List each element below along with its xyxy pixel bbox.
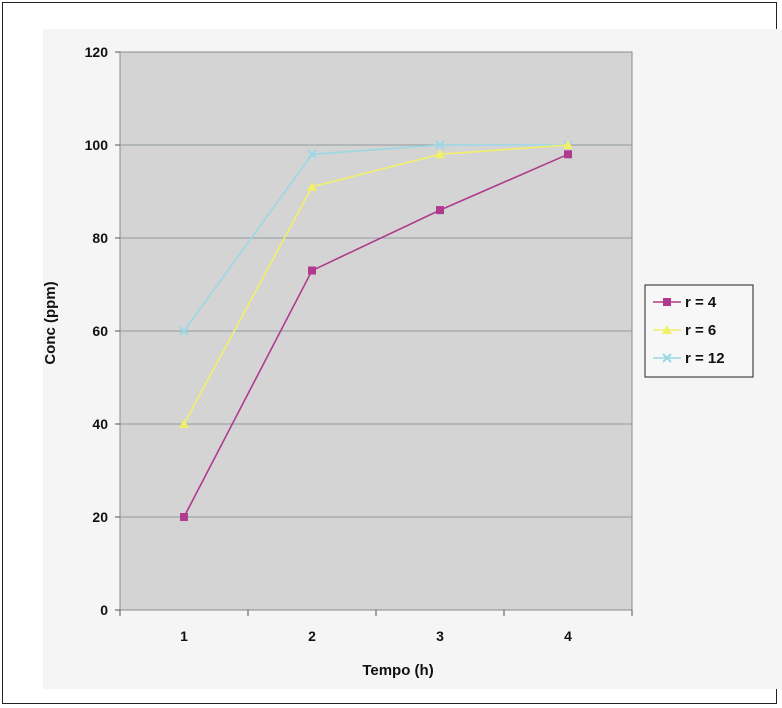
x-tick-label: 3 — [436, 628, 444, 644]
x-axis-title: Tempo (h) — [362, 662, 433, 679]
y-tick-label: 0 — [100, 602, 108, 618]
x-tick-label: 1 — [180, 628, 188, 644]
data-point — [436, 206, 444, 215]
y-axis-title: Conc (ppm) — [42, 281, 59, 364]
legend-marker — [662, 353, 672, 363]
legend-marker — [663, 298, 671, 306]
data-point — [435, 140, 445, 150]
data-point — [564, 150, 572, 159]
x-tick-label: 4 — [564, 628, 572, 644]
data-point — [308, 266, 316, 275]
legend-label: r = 6 — [685, 322, 716, 339]
legend-label: r = 12 — [685, 350, 725, 367]
data-point — [307, 149, 317, 160]
data-point — [179, 419, 189, 428]
data-point — [179, 326, 189, 336]
series-line — [183, 144, 569, 425]
data-point — [435, 149, 445, 159]
legend-marker — [662, 325, 672, 334]
y-tick-label: 60 — [92, 323, 108, 339]
legend-label: r = 4 — [685, 294, 717, 311]
y-tick-label: 100 — [85, 137, 109, 153]
y-tick-label: 80 — [92, 230, 108, 246]
y-tick-label: 120 — [85, 44, 109, 60]
series-line — [183, 153, 569, 518]
y-tick-label: 40 — [92, 416, 108, 432]
data-point — [563, 140, 573, 149]
series-line — [183, 144, 568, 332]
data-point — [307, 181, 317, 191]
data-point — [180, 513, 188, 521]
x-tick-label: 2 — [308, 628, 316, 644]
y-tick-label: 20 — [92, 509, 108, 525]
